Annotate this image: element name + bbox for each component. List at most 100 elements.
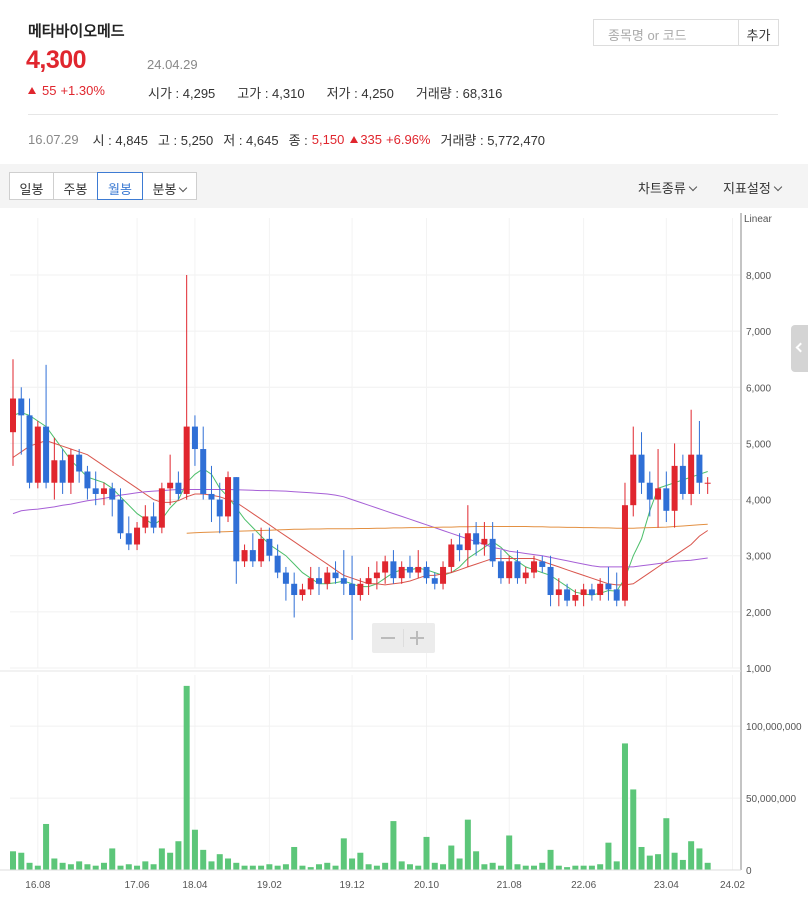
candle-body (233, 477, 240, 562)
candle-body (150, 516, 157, 528)
y-tick-label: 3,000 (746, 552, 771, 563)
volume-bar (531, 865, 538, 870)
candle-body (307, 578, 314, 590)
hover-up-triangle-icon (350, 136, 359, 143)
zoom-in-icon-vertical[interactable] (416, 631, 418, 645)
volume-bar (84, 864, 91, 870)
candle-body (67, 454, 74, 483)
candle-body (671, 465, 678, 511)
volume-bar (208, 861, 215, 870)
x-tick-label: 24.02 (720, 880, 745, 891)
volume-bar (679, 859, 686, 870)
candle-body (696, 454, 703, 483)
candle-body (704, 482, 711, 484)
volume-bar (340, 838, 347, 870)
x-tick-label: 19.12 (340, 880, 365, 891)
volume-bar (555, 865, 562, 870)
stock-search-input[interactable]: 종목명 or 코드 (593, 19, 739, 46)
up-triangle-icon (28, 87, 36, 94)
candle-body (539, 561, 546, 567)
y-tick-label: 6,000 (746, 383, 771, 394)
candle-body (531, 561, 538, 573)
candle-body (258, 538, 265, 562)
y-tick-label: 4,000 (746, 496, 771, 507)
side-panel-toggle[interactable] (791, 325, 808, 372)
price-chart[interactable]: 1,000 2,000 3,000 4,000 5,000 6,000 7,000 8,000… (0, 208, 808, 901)
volume-bar (506, 835, 513, 870)
volume-bar (696, 848, 703, 870)
candle-body (390, 561, 397, 579)
candle-body (572, 595, 579, 601)
candle-body (398, 566, 405, 579)
price-change: 55 +1.30% (28, 83, 105, 98)
indicator-menu[interactable]: 지표설정 (723, 178, 783, 197)
candle-body (100, 488, 107, 494)
candle-body (481, 538, 488, 545)
volume-bar (497, 865, 504, 870)
candle-body (183, 426, 190, 494)
chart-type-menu[interactable]: 차트종류 (638, 178, 698, 197)
volume-bar (448, 845, 455, 870)
change-amount: 55 (42, 83, 57, 98)
candle-body (282, 572, 289, 584)
hover-high: 고 : 5,250 (157, 133, 214, 148)
chevron-down-icon (688, 182, 698, 192)
volume-bar (514, 864, 521, 870)
add-stock-button[interactable]: 추가 (738, 19, 779, 46)
ma-line-ma60 (12, 489, 708, 568)
volume-bar (349, 858, 356, 870)
hover-volume: 거래량 : 5,772,470 (440, 133, 546, 148)
zoom-separator (403, 629, 404, 647)
hover-low: 저 : 4,645 (223, 133, 279, 148)
volume-bar (225, 858, 232, 870)
tab-minute[interactable]: 분봉 (142, 172, 197, 200)
volume-bar (109, 848, 116, 870)
volume-bar (307, 867, 314, 870)
tab-daily[interactable]: 일봉 (9, 172, 54, 200)
chevron-down-icon (179, 183, 188, 193)
volume-bar (67, 864, 74, 870)
volume-bar (258, 865, 265, 870)
stock-name: 메타바이오메드 (28, 23, 125, 40)
candle-body (688, 454, 695, 494)
candle-body (10, 398, 16, 433)
candle-body (59, 460, 66, 483)
trade-volume: 거래량 : 68,316 (415, 86, 503, 101)
candle-body (315, 578, 322, 584)
tab-weekly[interactable]: 주봉 (53, 172, 98, 200)
volume-bar (580, 865, 587, 870)
y-tick-label: 1,000 (746, 664, 771, 675)
volume-bar (365, 864, 372, 870)
candle-body (76, 454, 83, 472)
volume-tick-label: 50,000,000 (746, 794, 796, 805)
candle-body (497, 561, 504, 579)
candle-body (266, 538, 273, 556)
candle-body (158, 488, 165, 528)
tab-monthly[interactable]: 월봉 (97, 172, 143, 200)
candle-body (274, 555, 281, 573)
x-tick-label: 17.06 (125, 880, 150, 891)
hover-change: 335 (360, 132, 383, 147)
chevron-down-icon (773, 182, 783, 192)
candle-body (373, 572, 380, 579)
candle-body (365, 578, 372, 584)
volume-bar (473, 851, 480, 870)
zoom-out-icon[interactable] (381, 637, 395, 639)
volume-bar (150, 864, 157, 870)
quote-date: 24.04.29 (147, 57, 198, 72)
candle-body (109, 488, 116, 500)
candle-body (564, 589, 571, 601)
current-price: 4,300 (26, 46, 87, 74)
volume-bar (539, 862, 546, 870)
candle-body (663, 488, 670, 511)
open-price: 시가 : 4,295 (148, 86, 216, 101)
volume-bar (621, 743, 628, 870)
candle-body (646, 482, 653, 500)
volume-bar (200, 849, 207, 870)
candle-body (92, 488, 99, 494)
chart-area[interactable]: 1,000 2,000 3,000 4,000 5,000 6,000 7,000 8,000… (0, 208, 808, 901)
hover-date: 16.07.29 (28, 132, 79, 147)
candle-body (241, 550, 248, 562)
volume-tick-label: 100,000,000 (746, 722, 802, 733)
quote-summary: 시가 : 4,295 고가 : 4,310 저가 : 4,250 거래량 : 6… (148, 83, 524, 102)
